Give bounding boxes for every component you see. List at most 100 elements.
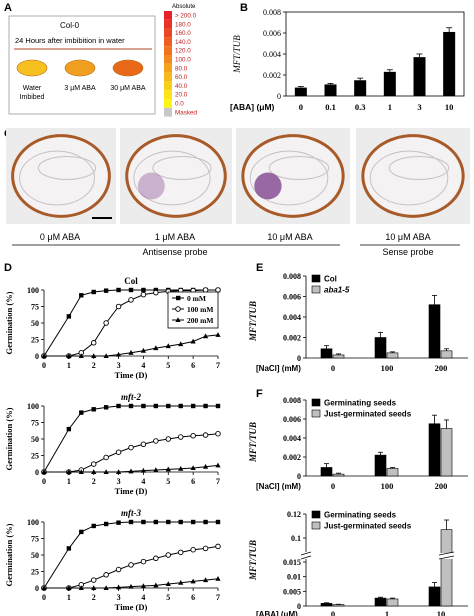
xtick-label-d-0-2: 2 — [92, 361, 96, 370]
stain-region-2 — [254, 172, 282, 200]
point-d-1-2-1 — [66, 469, 72, 474]
point-d-2-2-11 — [190, 578, 196, 584]
point-d-1-2-6 — [128, 468, 134, 474]
bar-e-1-2 — [440, 350, 453, 359]
point-d-1-2-4 — [103, 469, 109, 474]
point-d-2-1-5 — [115, 566, 122, 573]
point-d-2-0-10 — [178, 519, 183, 525]
point-d-1-2-12 — [202, 463, 209, 469]
xlabel-d-0: Time (D) — [115, 370, 148, 380]
xtick-label-d-0-0: 0 — [42, 361, 46, 370]
point-d-0-0-3 — [91, 289, 96, 295]
ytick-label-f2-low-0: 0 — [297, 602, 301, 611]
scale-swatch-3 — [164, 37, 172, 47]
point-d-2-0-2 — [79, 529, 84, 535]
bar-e-1-0 — [332, 354, 345, 359]
point-d-1-2-2 — [78, 469, 84, 474]
ytick-label-d-2-0: 0 — [35, 584, 39, 593]
scale-tick-6: 80.0 — [175, 65, 188, 72]
bar-f1-1-2 — [440, 428, 453, 477]
legend-label-d-1: 100 mM — [187, 305, 213, 314]
xlabel-b: [ABA] (μM) — [230, 102, 275, 112]
ytick-label-d-0-1: 25 — [31, 336, 39, 345]
ylabel-f2: MFT/TUB — [248, 540, 258, 581]
ytick-label-d-0-2: 50 — [31, 319, 39, 328]
ytick-label-d-0-0: 0 — [35, 352, 39, 361]
ylabel-e: MFT/TUB — [248, 301, 258, 342]
scale-tick-10: 0.0 — [175, 101, 184, 108]
bar-e-0-0 — [320, 348, 333, 359]
point-d-0-2-11 — [190, 338, 196, 344]
scale-tick-3: 140.0 — [175, 39, 191, 46]
seed-2 — [112, 59, 144, 77]
panel-a-figure: Col-0 24 Hours after imbibition in water… — [8, 4, 198, 117]
cotyledon-outline-3 — [388, 155, 450, 181]
xtick-label-d-1-5: 5 — [166, 477, 170, 486]
scale-tick-5: 100.0 — [175, 57, 191, 64]
point-d-2-0-6 — [128, 519, 134, 525]
series-line-d-0-2 — [44, 334, 219, 357]
group-antisense: Antisense probe — [142, 247, 207, 257]
legend-label-f2-0: Germinating seeds — [324, 511, 397, 520]
ytick-label-f2-low-3: 0.015 — [283, 558, 301, 567]
xtick-label-d-0-3: 3 — [117, 361, 121, 370]
point-d-0-0-7 — [141, 287, 146, 293]
point-d-0-1-3 — [90, 340, 97, 346]
legend-marker-d-0 — [176, 295, 181, 301]
scale-tick-2: 160.0 — [175, 30, 191, 37]
xtick-label-d-2-1: 1 — [67, 593, 71, 602]
point-d-2-2-4 — [103, 585, 109, 590]
panel-letter-a: A — [4, 2, 12, 14]
scale-tick-1: 180.0 — [175, 21, 191, 28]
scale-swatch-11 — [164, 107, 172, 117]
ytick-label-f1-1: 0.002 — [283, 453, 301, 462]
xtick-label-b-1: 0.1 — [325, 102, 336, 112]
xtick-label-b-4: 3 — [417, 102, 421, 112]
point-d-0-2-2 — [78, 353, 84, 358]
ytick-label-f1-0: 0 — [297, 472, 301, 481]
seed-1 — [64, 59, 96, 77]
point-d-1-0-9 — [166, 403, 171, 409]
xtick-label-d-0-6: 6 — [191, 361, 195, 370]
legend-label-d-2: 200 mM — [187, 316, 213, 325]
ytick-label-d-2-2: 50 — [31, 551, 39, 560]
ytick-label-f2-low-2: 0.01 — [287, 573, 301, 582]
point-d-2-1-11 — [190, 546, 196, 553]
xtick-label-b-0: 0 — [299, 102, 303, 112]
bar-f1-0-0 — [320, 467, 333, 477]
label-1um: 1 μM ABA — [155, 232, 195, 242]
label-0um: 0 μM ABA — [40, 232, 80, 242]
point-d-2-0-3 — [91, 523, 96, 529]
point-d-2-0-1 — [66, 546, 72, 551]
seed-label-0: Water — [23, 85, 42, 92]
scale-title: Absolute — [172, 4, 196, 10]
bar-f2-0-2 — [428, 586, 441, 607]
panel-letter-e: E — [256, 262, 264, 274]
legend-swatch-f1-0 — [311, 398, 321, 407]
point-d-1-1-5 — [115, 449, 122, 455]
bar-b-0 — [294, 87, 307, 96]
ytick-label-f2-high-1: 0.12 — [287, 510, 301, 519]
ytick-label-e-1: 0.002 — [283, 334, 301, 343]
bar-f2-1-1 — [386, 598, 399, 607]
legend-label-e-1: aba1-5 — [324, 286, 350, 295]
ytick-label-e-4: 0.008 — [283, 272, 301, 281]
ytick-label-b-0: 0 — [277, 92, 281, 101]
ylabel-b: MFT/TUB — [232, 35, 242, 74]
scale-tick-9: 20.0 — [175, 92, 188, 99]
bar-f1-0-1 — [374, 454, 387, 477]
ylabel-d-1: Germination (%) — [4, 407, 14, 470]
xtick-label-f2-1: 1 — [385, 609, 389, 616]
series-line-d-2-0 — [43, 521, 218, 589]
xtick-label-d-2-4: 4 — [141, 593, 145, 602]
axis-break-mark-1 — [300, 551, 312, 556]
point-d-2-1-4 — [103, 572, 109, 578]
point-d-0-2-8 — [153, 345, 159, 351]
series-line-d-2-2 — [44, 578, 219, 589]
legend-marker-d-2 — [175, 317, 181, 322]
series-line-d-1-1 — [44, 433, 219, 473]
legend-swatch-f1-1 — [311, 409, 321, 418]
legend-swatch-f2-1 — [311, 521, 321, 530]
ytick-label-e-0: 0 — [297, 354, 301, 363]
ytick-label-d-2-3: 75 — [31, 535, 39, 544]
